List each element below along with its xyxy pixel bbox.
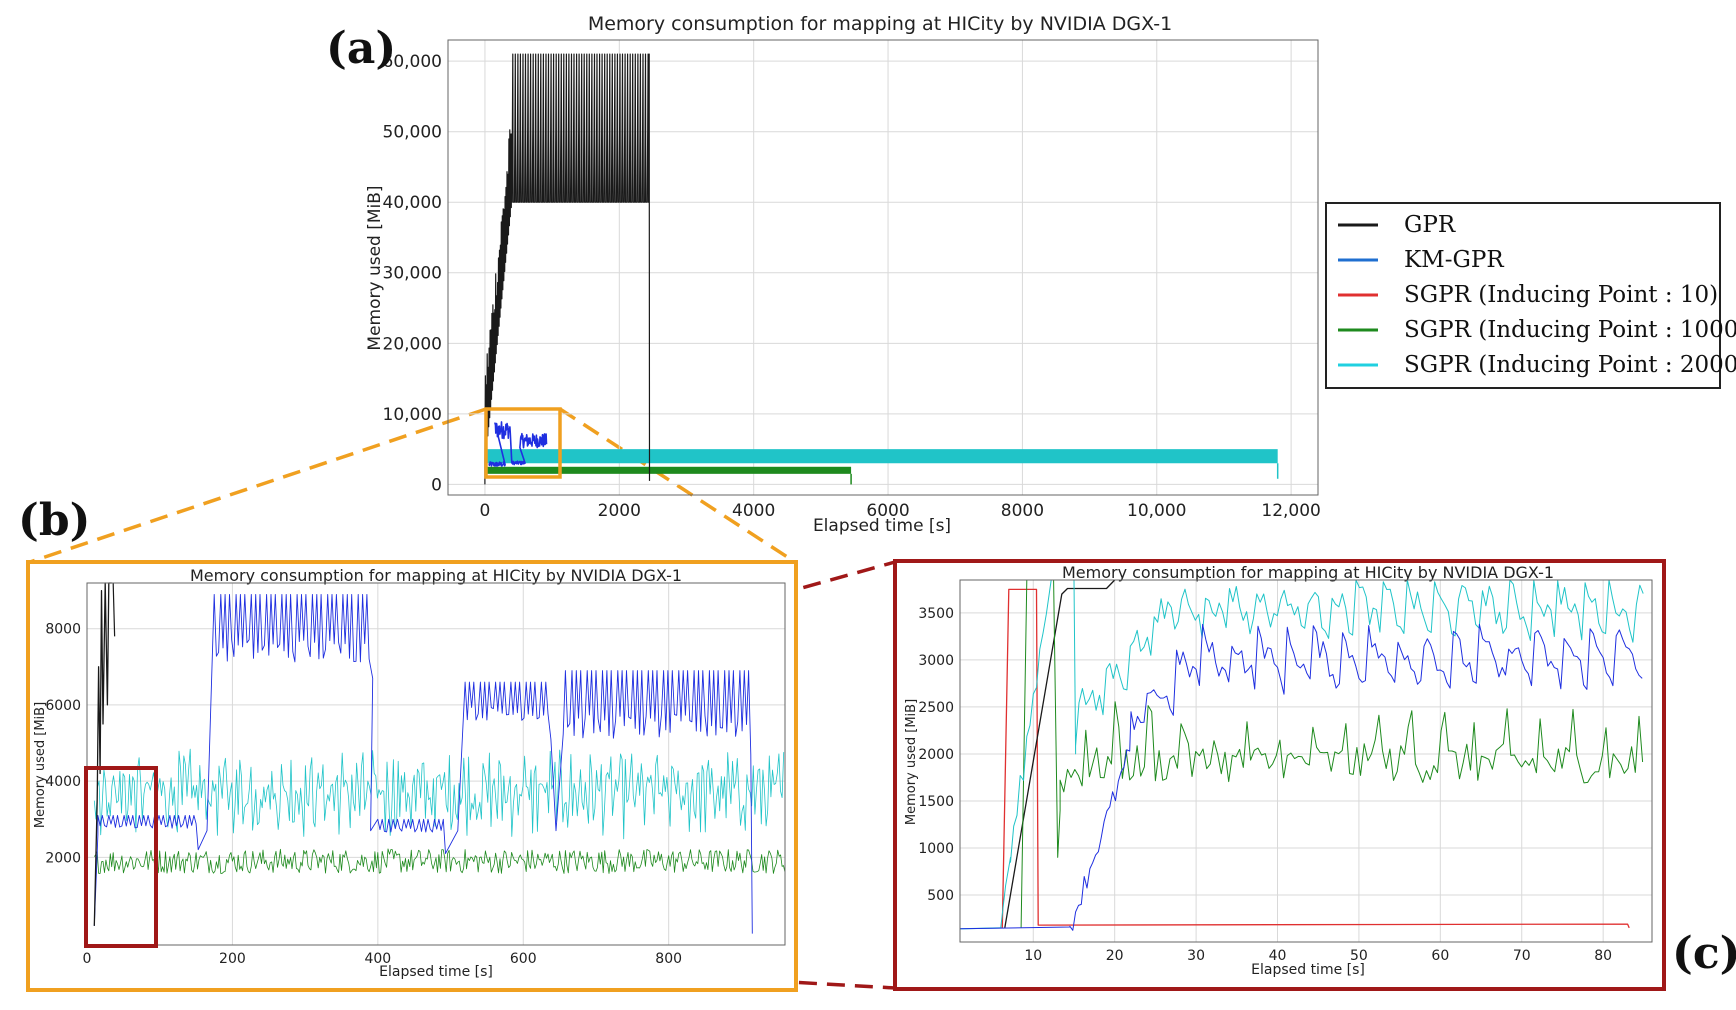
series-kmgpr-line	[959, 623, 1643, 931]
series-sgpr1000-line	[1020, 579, 1644, 928]
panel-b-ytick-label: 6000	[45, 698, 81, 714]
panel-a-grid	[448, 40, 1318, 495]
panel-c-xtick-label: 40	[1269, 948, 1287, 964]
panel-c-title: Memory consumption for mapping at HICity…	[1062, 563, 1554, 582]
panel-a-xtick-label: 10,000	[1127, 501, 1186, 521]
panel-c-ticks: 10 20 30 40 50 60 70 80 500 1000 1500 2000 2500 3000 3…	[918, 606, 1612, 964]
panel-a-ytick-label: 10,000	[383, 405, 442, 425]
series-sgpr1000-band	[484, 466, 852, 474]
legend-label: KM-GPR	[1404, 247, 1504, 273]
panel-b-ylabel: Memory used [MiB]	[33, 702, 48, 828]
series-gpr-spike	[112, 582, 116, 637]
panel-b-ytick-label: 2000	[45, 850, 81, 866]
series-sgpr2000-line	[1000, 579, 1644, 928]
panel-b-series	[93, 582, 786, 934]
panel-a-xtick-label: 6000	[866, 501, 909, 521]
panel-a-ytick-label: 20,000	[383, 334, 442, 354]
series-kmgpr-line	[488, 421, 548, 468]
panel-a-ytick-label: 30,000	[383, 264, 442, 284]
panel-a-ytick-label: 60,000	[383, 52, 442, 72]
panel-b-ytick-label: 8000	[45, 622, 81, 638]
panel-a-xtick-label: 8000	[1001, 501, 1044, 521]
panel-b-frame	[86, 582, 786, 946]
panel-c-xlabel: Elapsed time [s]	[1251, 962, 1365, 978]
panel-c-ytick-label: 1500	[918, 794, 954, 810]
panel-a-xtick-label: 0	[480, 501, 491, 521]
panel-b-title: Memory consumption for mapping at HICity…	[190, 566, 682, 585]
panel-c-xtick-label: 60	[1431, 948, 1449, 964]
panel-c-frame	[959, 579, 1653, 943]
series-kmgpr-line	[93, 593, 753, 934]
panel-c-ytick-label: 1000	[918, 841, 954, 857]
connector-a-to-b-right	[559, 407, 796, 564]
panel-label-b: (b)	[18, 495, 90, 546]
panel-b-xlabel: Elapsed time [s]	[379, 964, 493, 980]
panel-a-frame	[447, 39, 1319, 496]
panel-b-xtick-label: 800	[655, 951, 682, 967]
panel-a-xtick-label: 2000	[598, 501, 641, 521]
panel-a-ticks: 0 2000 4000 6000 8000 10,000 12,000 0 10,000 20,0…	[383, 52, 1321, 521]
panel-c-ytick-label: 500	[927, 888, 954, 904]
panel-label-c: (c)	[1672, 928, 1736, 979]
panel-b-xtick-label: 600	[510, 951, 537, 967]
zoom-box-b	[484, 407, 562, 479]
panel-a-series	[484, 53, 1279, 485]
panel-c-xtick-label: 80	[1594, 948, 1612, 964]
panel-c-ytick-label: 2500	[918, 700, 954, 716]
legend-label: GPR	[1404, 212, 1456, 238]
panel-c-xtick-label: 20	[1106, 948, 1124, 964]
panel-a-ylabel: Memory used [MiB]	[365, 185, 385, 350]
series-gpr-line	[1004, 579, 1116, 929]
panel-b-ytick-label: 4000	[45, 774, 81, 790]
panel-a-ytick-label: 50,000	[383, 123, 442, 143]
panel-b-border	[26, 560, 798, 992]
panel-a-title: Memory consumption for mapping at HICity…	[588, 13, 1172, 35]
series-sgpr2000-band	[484, 449, 1278, 464]
panel-c-ytick-label: 3000	[918, 653, 954, 669]
panel-c-xtick-label: 50	[1350, 948, 1368, 964]
legend: GPR KM-GPR SGPR (Inducing Point : 10) SGPR …	[1325, 202, 1736, 389]
panel-a-xlabel: Elapsed time [s]	[813, 516, 951, 536]
panel-c-ytick-label: 3500	[918, 606, 954, 622]
panel-b: Memory consumption for mapping at HICity…	[26, 560, 798, 992]
panel-label-a: (a)	[326, 23, 396, 74]
panel-c: Memory consumption for mapping at HICity…	[893, 559, 1666, 991]
legend-label: SGPR (Inducing Point : 2000)	[1404, 352, 1736, 378]
panel-a: Memory consumption for mapping at HICity…	[365, 13, 1321, 536]
series-sgpr1000-line	[93, 848, 786, 874]
legend-label: SGPR (Inducing Point : 10)	[1404, 282, 1718, 308]
panel-a-ytick-label: 0	[431, 475, 442, 495]
series-gpr-line	[484, 53, 651, 485]
panel-b-xtick-label: 400	[364, 951, 391, 967]
legend-label: SGPR (Inducing Point : 1000)	[1404, 317, 1736, 343]
panel-a-ytick-label: 40,000	[383, 193, 442, 213]
panel-c-ytick-label: 2000	[918, 747, 954, 763]
series-sgpr2000-line	[93, 748, 785, 840]
zoom-box-c	[84, 766, 158, 948]
legend-frame	[1325, 202, 1721, 389]
panel-a-xtick-label: 12,000	[1261, 501, 1320, 521]
panel-c-xtick-label: 70	[1513, 948, 1531, 964]
panel-b-xtick-label: 200	[219, 951, 246, 967]
panel-c-xtick-label: 10	[1024, 948, 1042, 964]
panel-c-series	[959, 579, 1644, 931]
panel-c-xtick-label: 30	[1187, 948, 1205, 964]
series-gpr-line	[93, 582, 112, 926]
series-sgpr10-line	[1001, 588, 1630, 929]
connector-a-to-b-left	[29, 407, 487, 564]
panel-a-xtick-label: 4000	[732, 501, 775, 521]
panel-b-xtick-label: 0	[83, 951, 92, 967]
panel-b-ticks: 0 200 400 600 800 2000 4000 6000 8000	[45, 622, 682, 967]
panel-c-ylabel: Memory used [MiB]	[904, 699, 919, 825]
